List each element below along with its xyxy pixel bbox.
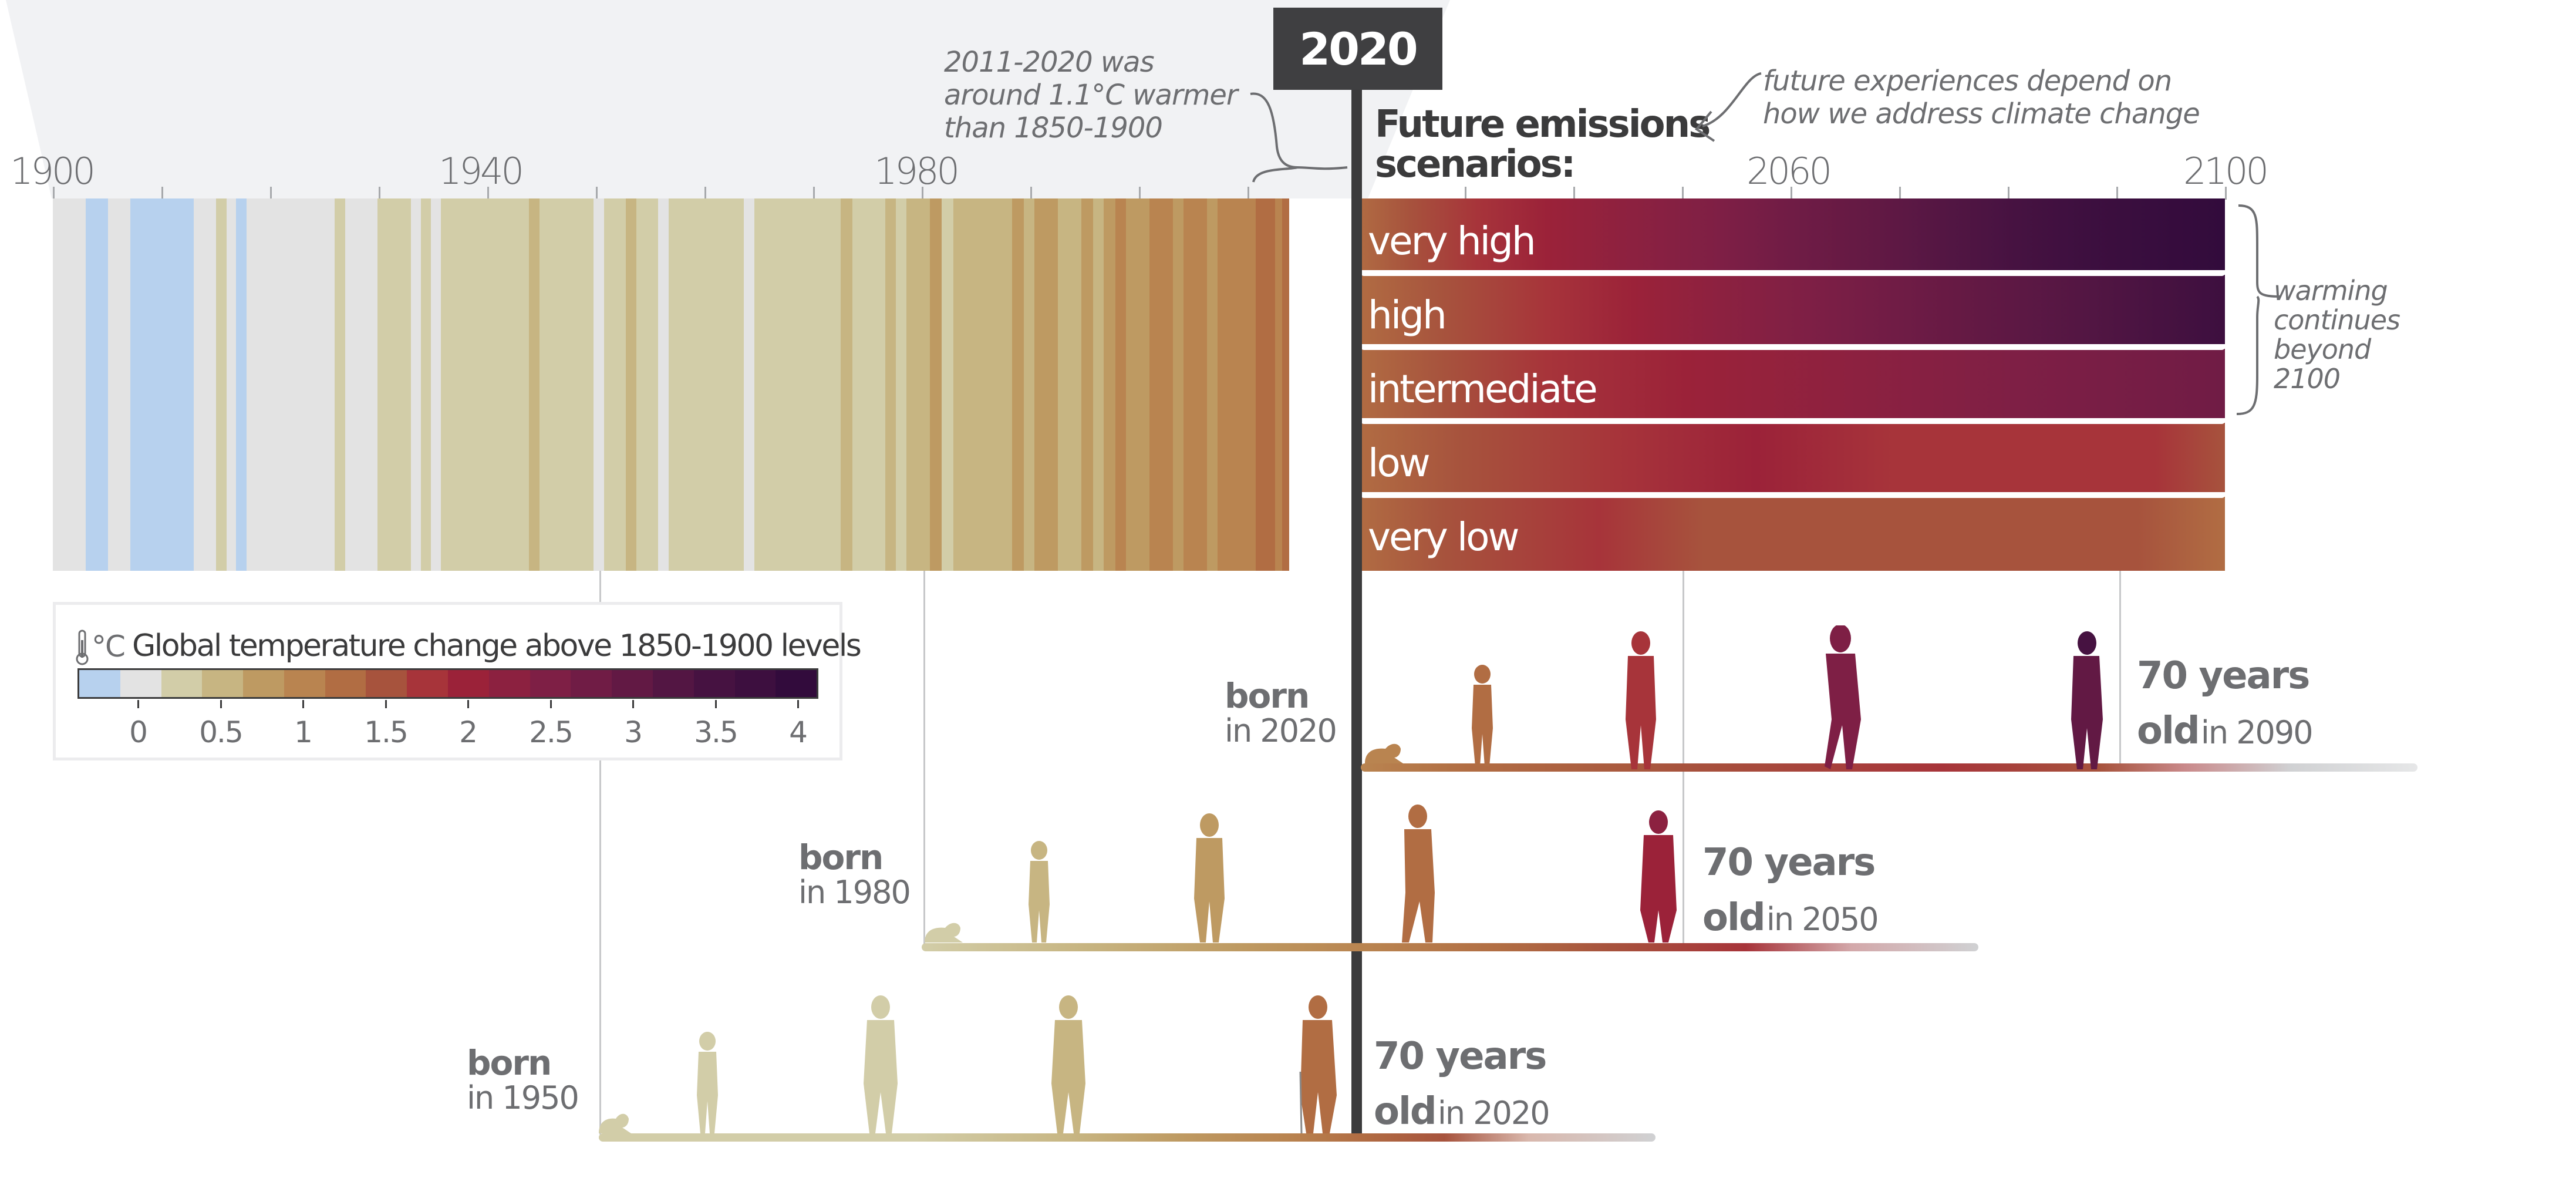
- brace-past-icon: [1250, 92, 1348, 183]
- label-born-2020: born in 2020: [1225, 676, 1337, 749]
- legend-tick-label: 2: [459, 715, 478, 749]
- scenario-label-intermediate: intermediate: [1368, 366, 1598, 412]
- legend-color-bar: [77, 668, 818, 699]
- annotation-future-experiences: future experiences depend on how we addr…: [1763, 65, 2200, 130]
- historical-warming-stripes: [53, 198, 1289, 571]
- legend-unit: °C: [92, 630, 126, 664]
- figure-adult-walking-icon: [1402, 805, 1435, 943]
- scenario-label-low: low: [1368, 440, 1431, 486]
- axis-label-2060: 2060: [1746, 150, 1832, 193]
- scenario-label-very-low: very low: [1368, 514, 1520, 560]
- axis-label-2100: 2100: [2183, 150, 2269, 193]
- guide-line-2090: [2119, 571, 2121, 765]
- figure-adult-icon: [1194, 813, 1225, 943]
- guide-line-1950: [599, 571, 601, 1135]
- label-born-1950: born in 1950: [467, 1043, 579, 1116]
- axis-label-1980: 1980: [874, 150, 960, 193]
- figure-adult-walking-icon: [1825, 625, 1861, 769]
- year-2020-line: [1351, 88, 1362, 1133]
- scenario-band-very-low: [1356, 497, 2225, 571]
- figure-child-icon: [1029, 841, 1050, 943]
- guide-line-2050: [1683, 571, 1684, 947]
- legend-tick-label: 1: [294, 715, 313, 749]
- legend-tick-label: 1.5: [364, 715, 409, 749]
- figure-child-icon: [1472, 665, 1493, 766]
- legend-title: Global temperature change above 1850-190…: [132, 628, 862, 664]
- label-old-2090: 70 years old in 2090: [2137, 654, 2314, 753]
- arrow-future-icon: [1695, 72, 1762, 142]
- figure-baby-icon: [1365, 743, 1403, 763]
- figure-elder-with-cane-icon: [1299, 995, 1337, 1134]
- figure-adult-icon: [1051, 995, 1085, 1133]
- figure-baby-icon: [925, 923, 963, 943]
- scenario-label-high: high: [1368, 292, 1447, 338]
- axis-label-1900: 1900: [10, 150, 96, 193]
- year-2020-marker: 2020: [1273, 8, 1442, 90]
- thermometer-icon: [75, 628, 89, 669]
- annotation-past-warming: 2011-2020 was around 1.1°C warmer than 1…: [944, 46, 1238, 144]
- lifeline-born-1980: [922, 943, 1978, 951]
- label-born-1980: born in 1980: [798, 837, 911, 911]
- scenario-separator: [1361, 492, 2225, 498]
- legend-tick-label: 3: [624, 715, 643, 749]
- figure-baby-icon: [599, 1113, 631, 1133]
- legend-tick-label: 0: [129, 715, 148, 749]
- scenario-separator: [1361, 418, 2225, 424]
- legend-tick-label: 4: [789, 715, 808, 749]
- lifeline-born-2020: [1361, 763, 2417, 772]
- scenario-separator: [1361, 270, 2225, 276]
- figure-adult-icon: [1626, 631, 1656, 769]
- future-scenarios-title: Future emissions scenarios:: [1375, 103, 1711, 186]
- brace-beyond-icon: [2236, 204, 2281, 415]
- axis-label-1940: 1940: [439, 150, 524, 193]
- figure-elder-icon: [1640, 810, 1677, 943]
- legend-tick-label: 2.5: [529, 715, 574, 749]
- lifeline-born-1950: [599, 1133, 1655, 1142]
- figure-adult-icon: [864, 995, 898, 1133]
- label-old-2050: 70 years old in 2050: [1702, 841, 1879, 940]
- legend-tick-label: 3.5: [694, 715, 739, 749]
- scenario-band-intermediate: [1356, 349, 2225, 418]
- figure-child-icon: [697, 1032, 718, 1133]
- legend-tick-label: 0.5: [199, 715, 244, 749]
- scenario-band-high: [1356, 275, 2225, 344]
- scenario-band-very-high: [1356, 198, 2225, 270]
- scenario-separator: [1361, 344, 2225, 350]
- scenario-band-low: [1356, 423, 2225, 492]
- figure-elder-icon: [2071, 631, 2103, 769]
- scenario-label-very-high: very high: [1368, 218, 1536, 264]
- label-old-2020: 70 years old in 2020: [1374, 1035, 1550, 1133]
- guide-line-1980: [923, 571, 925, 947]
- annotation-warming-beyond-2100: warming continues beyond 2100: [2274, 275, 2400, 395]
